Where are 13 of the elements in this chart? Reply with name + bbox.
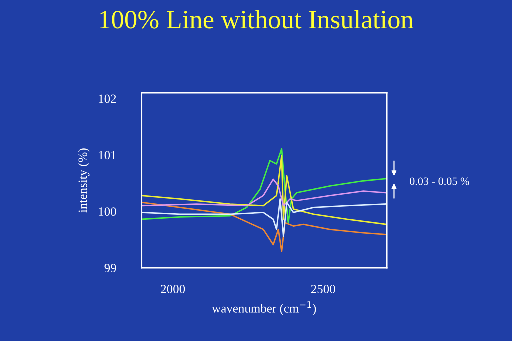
y-tick-label: 100 — [99, 208, 116, 216]
y-tick-label: 101 — [99, 151, 116, 160]
y-axis-title: intensity (%) — [78, 148, 90, 213]
chart-title: 100% Line without Insulation — [100, 10, 414, 29]
text: 0.03 - 0.05 % — [410, 178, 470, 186]
x-tick-label: 2000 — [161, 285, 186, 294]
line-series — [142, 178, 388, 207]
line-series — [142, 202, 388, 252]
line-series — [142, 198, 388, 238]
y-tick-label: 102 — [99, 94, 116, 104]
x-tick-label: 2500 — [311, 285, 336, 294]
y-tick-label: 99 — [104, 264, 116, 272]
x-axis-title: wavenumber (cm$^{−1}$) — [212, 302, 316, 316]
